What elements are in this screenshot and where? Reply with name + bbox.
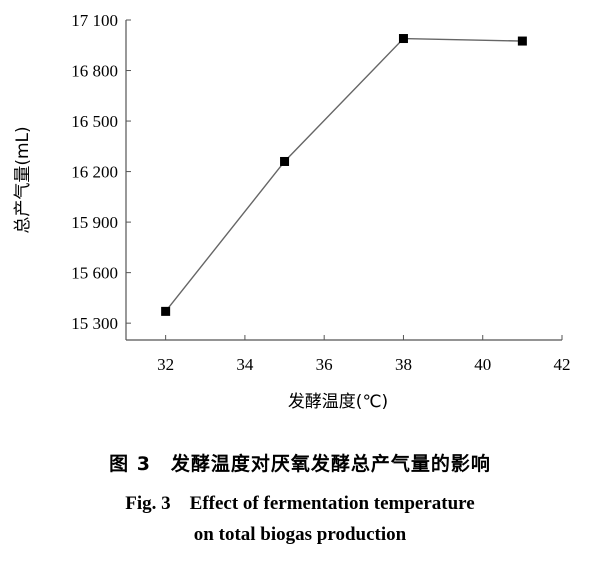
figure-caption-chinese: 图 3 发酵温度对厌氧发酵总产气量的影响 [109,453,491,475]
y-axis-ticks: 15 300 15 600 15 900 16 200 16 500 16 800 17 1… [71,11,131,333]
data-point-marker [280,156,290,166]
figure-caption-english-line1: Fig. 3 Effect of fermentation temperatur… [125,493,475,514]
series-line [165,37,523,312]
data-points [161,34,527,316]
line-chart: 15 300 15 600 15 900 16 200 16 500 16 800 17 1… [13,11,571,412]
y-tick-label: 15 900 [71,213,118,232]
x-tick-label: 32 [157,355,174,374]
y-tick-label: 15 300 [71,314,118,333]
y-tick-label: 16 500 [71,112,118,131]
x-axis-ticks: 32 34 36 38 40 42 [157,335,571,374]
y-tick-label: 17 100 [71,11,118,30]
x-tick-label: 36 [316,355,333,374]
x-tick-label: 40 [474,355,491,374]
data-point-marker [161,306,171,316]
x-tick-label: 42 [554,355,571,374]
x-tick-label: 38 [395,355,412,374]
figure-caption-english-line2: on total biogas production [193,524,407,545]
data-point-marker [398,34,408,44]
x-axis-title: 发酵温度(℃) [288,392,388,412]
x-tick-label: 34 [236,355,254,374]
y-tick-label: 15 600 [71,264,118,283]
data-point-marker [517,36,527,46]
y-tick-label: 16 200 [71,163,118,182]
y-axis-title: 总产气量(mL) [13,126,33,233]
y-tick-label: 16 800 [71,62,118,81]
